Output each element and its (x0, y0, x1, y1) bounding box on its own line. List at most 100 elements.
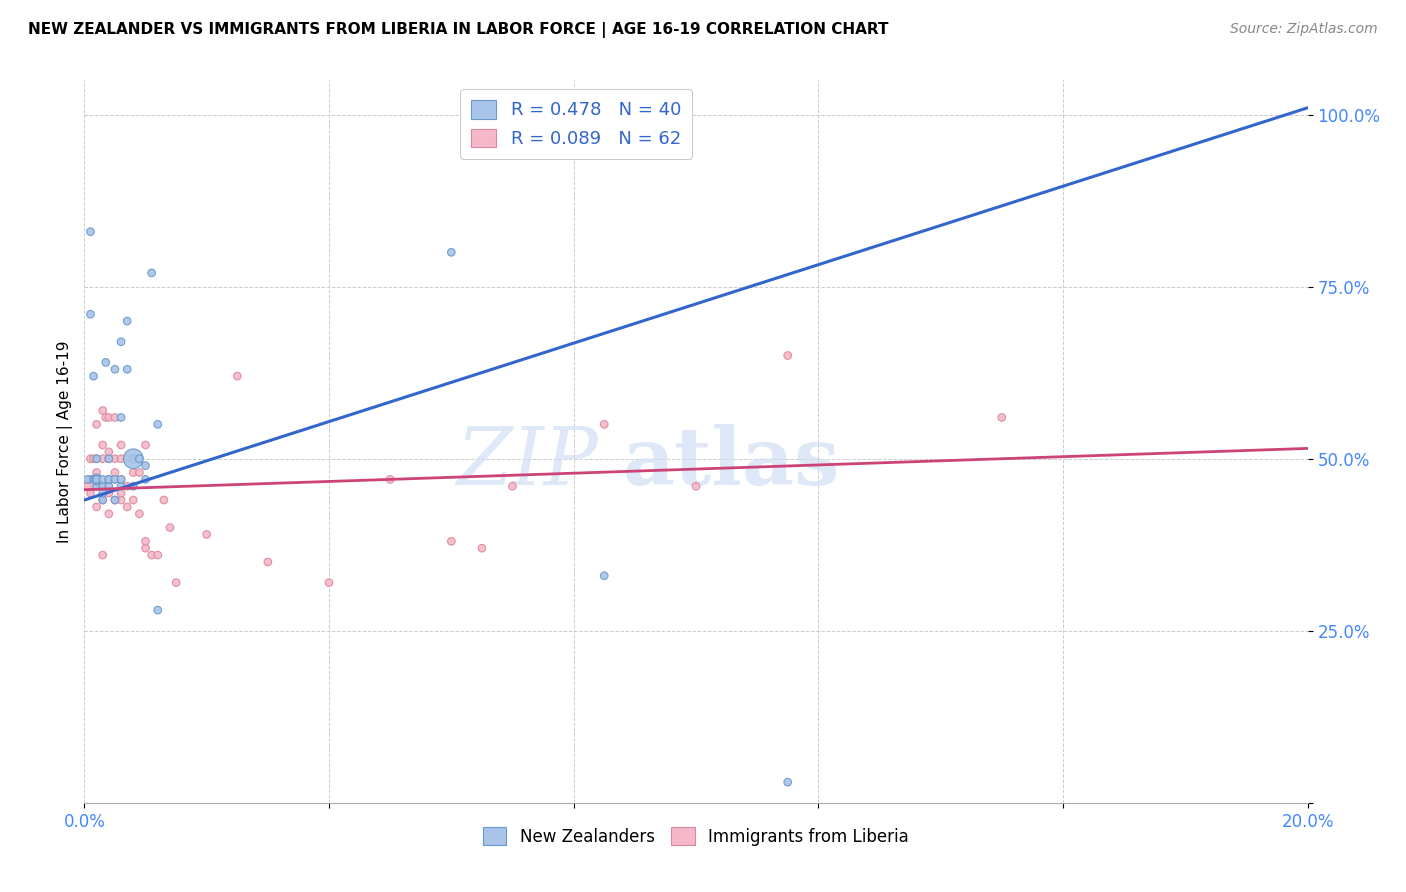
Point (104, 493, 127, 508)
Point (104, 410, 127, 425)
Point (91, 403, 114, 417)
Point (110, 479, 132, 493)
Point (86, 417, 108, 432)
Point (257, 555, 280, 569)
Point (97, 479, 120, 493)
Point (110, 438, 132, 452)
Point (104, 472, 127, 486)
Point (91, 493, 114, 508)
Point (79, 486, 101, 500)
Point (153, 493, 176, 508)
Point (110, 486, 132, 500)
Point (122, 493, 145, 508)
Point (115, 314, 138, 328)
Point (91, 451, 114, 466)
Point (97, 451, 120, 466)
Point (165, 575, 187, 590)
Point (86, 472, 108, 486)
Point (76, 479, 98, 493)
Point (135, 458, 157, 473)
Point (94, 355, 117, 369)
Point (991, 410, 1014, 425)
Point (115, 451, 138, 466)
Point (83, 451, 105, 466)
Point (776, 349, 799, 363)
Point (86, 479, 108, 493)
Point (110, 472, 132, 486)
Point (91, 486, 114, 500)
Point (685, 479, 707, 493)
Text: ZIP: ZIP (457, 425, 598, 502)
Point (135, 534, 157, 549)
Point (135, 438, 157, 452)
Point (97, 486, 120, 500)
Point (76, 472, 98, 486)
Point (471, 541, 494, 556)
Point (79, 472, 101, 486)
Point (83, 472, 105, 486)
Point (97, 472, 120, 486)
Point (226, 369, 249, 384)
Point (440, 534, 463, 549)
Point (440, 245, 463, 260)
Point (97, 445, 120, 459)
Point (97, 410, 120, 425)
Point (94, 410, 117, 425)
Point (128, 451, 150, 466)
Point (593, 568, 616, 582)
Point (86, 451, 108, 466)
Point (115, 362, 138, 376)
Point (380, 472, 402, 486)
Point (146, 603, 169, 617)
Point (86, 472, 108, 486)
Point (91, 479, 114, 493)
Text: Source: ZipAtlas.com: Source: ZipAtlas.com (1230, 22, 1378, 37)
Point (502, 479, 524, 493)
Point (104, 466, 127, 480)
Point (91, 479, 114, 493)
Point (128, 466, 150, 480)
Point (110, 451, 132, 466)
Point (79, 225, 101, 239)
Point (110, 472, 132, 486)
Text: atlas: atlas (623, 425, 839, 502)
Point (135, 472, 157, 486)
Point (110, 334, 132, 349)
Point (776, 775, 799, 789)
Point (86, 479, 108, 493)
Point (195, 527, 218, 541)
Point (86, 472, 108, 486)
Point (122, 451, 145, 466)
Point (115, 479, 138, 493)
Point (104, 472, 127, 486)
Point (91, 472, 114, 486)
Point (91, 438, 114, 452)
Point (141, 266, 163, 280)
Point (86, 472, 108, 486)
Point (146, 417, 169, 432)
Point (110, 493, 132, 508)
Point (128, 507, 150, 521)
Point (122, 479, 145, 493)
Point (141, 548, 163, 562)
Point (115, 500, 138, 514)
Point (86, 451, 108, 466)
Point (104, 451, 127, 466)
Point (104, 493, 127, 508)
Text: NEW ZEALANDER VS IMMIGRANTS FROM LIBERIA IN LABOR FORCE | AGE 16-19 CORRELATION : NEW ZEALANDER VS IMMIGRANTS FROM LIBERIA… (28, 22, 889, 38)
Point (104, 362, 127, 376)
Point (79, 451, 101, 466)
Point (97, 472, 120, 486)
Point (91, 548, 114, 562)
Point (122, 451, 145, 466)
Point (122, 466, 145, 480)
Point (79, 307, 101, 321)
Point (122, 451, 145, 466)
Point (97, 472, 120, 486)
Point (97, 451, 120, 466)
Point (86, 466, 108, 480)
Point (159, 520, 181, 534)
Point (86, 500, 108, 514)
Point (110, 410, 132, 425)
Point (135, 541, 157, 556)
